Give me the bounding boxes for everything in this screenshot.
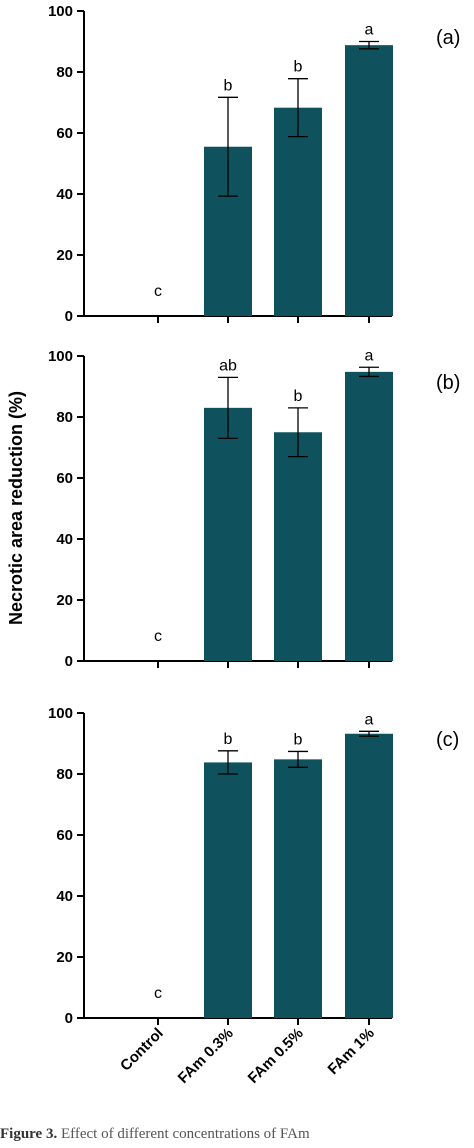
bar [274, 759, 322, 1018]
panel-label: (b) [436, 372, 460, 394]
y-tick-label: 40 [56, 186, 73, 203]
bar [345, 733, 393, 1018]
bar [204, 407, 252, 661]
y-tick-label: 100 [48, 348, 73, 365]
y-tick-label: 60 [56, 470, 73, 487]
bar [345, 45, 393, 316]
y-tick-label: 80 [56, 766, 73, 783]
y-tick-label: 0 [65, 1010, 73, 1027]
y-tick-label: 100 [48, 3, 73, 20]
panel-label: (a) [436, 27, 460, 49]
y-tick-label: 80 [56, 409, 73, 426]
significance-letter: b [294, 388, 303, 405]
x-category-label: Control [117, 1025, 167, 1075]
x-category-label: FAm 0.5% [245, 1025, 307, 1087]
bar [274, 432, 322, 661]
chart-panel-1: 0 20 40 60 80 100 c b b a (a) [48, 3, 460, 325]
y-tick-label: 20 [56, 949, 73, 966]
y-tick-label: 80 [56, 64, 73, 81]
panel-label: (c) [436, 729, 459, 751]
significance-letter: b [224, 77, 233, 94]
significance-letter: c [154, 283, 162, 300]
significance-letter: a [365, 347, 374, 364]
chart-panel-3: 0 20 40 60 80 100 c b b a (c) [48, 705, 459, 1027]
significance-letter: b [294, 731, 303, 748]
caption-text: Effect of different concentrations of FA… [57, 1126, 310, 1142]
x-category-label: FAm 0.3% [175, 1025, 237, 1087]
bar [345, 371, 393, 661]
significance-letter: ab [219, 357, 237, 374]
caption-label: Figure 3. [0, 1126, 58, 1142]
y-tick-label: 40 [56, 531, 73, 548]
y-tick-label: 40 [56, 888, 73, 905]
significance-letter: a [365, 711, 374, 728]
y-axis-label: Necrotic area reduction (%) [6, 391, 26, 625]
bar [274, 107, 322, 316]
significance-letter: c [154, 985, 162, 1002]
bar [204, 762, 252, 1018]
y-tick-label: 60 [56, 125, 73, 142]
y-tick-label: 100 [48, 705, 73, 722]
significance-letter: b [224, 731, 233, 748]
y-tick-label: 0 [65, 653, 73, 670]
significance-letter: c [154, 628, 162, 645]
y-tick-label: 60 [56, 827, 73, 844]
chart-panel-2: 0 20 40 60 80 100 c ab b a (b) [48, 347, 460, 670]
x-axis-categories: Control FAm 0.3% FAm 0.5% FAm 1% [117, 1025, 378, 1087]
significance-letter: b [294, 59, 303, 76]
x-category-label: FAm 1% [325, 1025, 378, 1078]
figure-caption: Figure 3. Effect of different concentrat… [0, 1126, 310, 1143]
y-tick-label: 20 [56, 592, 73, 609]
y-tick-label: 0 [65, 308, 73, 325]
y-tick-label: 20 [56, 247, 73, 264]
significance-letter: a [365, 22, 374, 39]
